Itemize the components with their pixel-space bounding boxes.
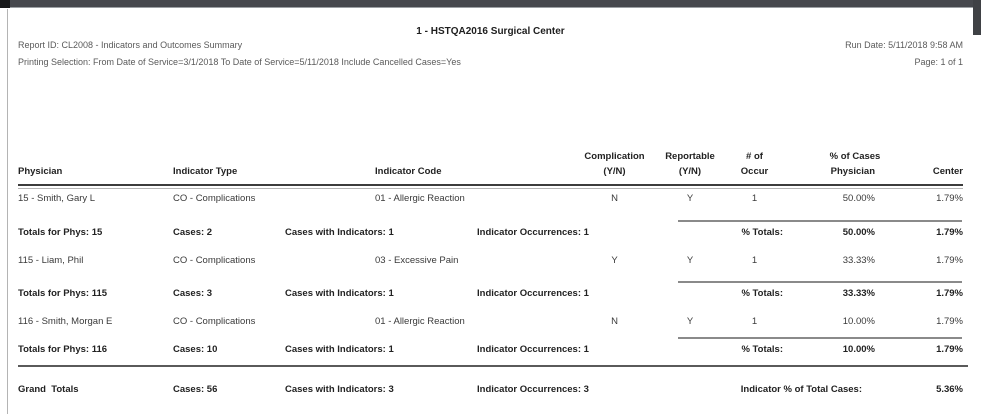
pct-center-cell: 1.79%: [936, 316, 963, 327]
reportable-cell: Y: [686, 255, 694, 266]
col-pct-center: Center: [932, 166, 963, 177]
grand-totals-rule: [18, 365, 968, 367]
detail-row: 116 - Smith, Morgan E CO - Complications…: [0, 316, 981, 329]
totals-pct-physician: 33.33%: [842, 288, 875, 299]
col-physician: Physician: [18, 166, 63, 177]
run-date: Run Date: 5/11/2018 9:58 AM: [845, 40, 963, 50]
col-occur-line1: # of: [746, 151, 763, 162]
pct-center-cell: 1.79%: [936, 255, 963, 266]
reportable-cell: Y: [686, 316, 694, 327]
totals-row: Totals for Phys: 115 Cases: 3 Cases with…: [0, 288, 981, 301]
totals-row: Totals for Phys: 116 Cases: 10 Cases wit…: [0, 344, 981, 357]
totals-cases-with-indicators: Cases with Indicators: 1: [285, 344, 394, 355]
col-complication-line2: (Y/N): [603, 166, 626, 177]
grand-totals-pct-value: 5.36%: [936, 384, 963, 395]
report-id: Report ID: CL2008 - Indicators and Outco…: [18, 40, 243, 50]
totals-cases: Cases: 2: [173, 227, 213, 238]
indicator-code-cell: 01 - Allergic Reaction: [375, 193, 465, 204]
totals-indicator-occurrences: Indicator Occurrences: 1: [477, 288, 589, 299]
pct-physician-cell: 33.33%: [842, 255, 875, 266]
grand-totals-cases-with-indicators: Cases with Indicators: 3: [285, 384, 394, 395]
totals-pct-physician: 10.00%: [842, 344, 875, 355]
physician-cell: 115 - Liam, Phil: [18, 255, 84, 266]
physician-cell: 15 - Smith, Gary L: [18, 193, 96, 204]
indicator-code-cell: 03 - Excessive Pain: [375, 255, 459, 266]
report-title: 1 - HSTQA2016 Surgical Center: [416, 26, 565, 37]
table-header-row-2: Physician Indicator Type Indicator Code …: [0, 166, 981, 179]
physician-cell: 116 - Smith, Morgan E: [18, 316, 113, 327]
totals-indicator-occurrences: Indicator Occurrences: 1: [477, 344, 589, 355]
header-rule-light: [18, 188, 963, 189]
totals-cases-with-indicators: Cases with Indicators: 1: [285, 227, 394, 238]
indicator-code-cell: 01 - Allergic Reaction: [375, 316, 465, 327]
totals-cases: Cases: 3: [173, 288, 213, 299]
window-top-bar: [0, 0, 981, 8]
pct-physician-cell: 50.00%: [842, 193, 875, 204]
header-rule-dark: [18, 184, 963, 186]
col-pct-of-cases-group: % of Cases: [829, 151, 881, 162]
page-number: Page: 1 of 1: [914, 57, 963, 67]
window-right-edge: [973, 0, 981, 35]
totals-label: Totals for Phys: 115: [18, 288, 108, 299]
totals-separator-line: [678, 220, 962, 222]
totals-separator-line: [678, 337, 962, 339]
col-complication-line1: Complication: [584, 151, 645, 162]
complication-cell: Y: [611, 255, 618, 266]
complication-cell: N: [611, 193, 618, 204]
totals-label: Totals for Phys: 15: [18, 227, 103, 238]
totals-row: Totals for Phys: 15 Cases: 2 Cases with …: [0, 227, 981, 240]
totals-indicator-occurrences: Indicator Occurrences: 1: [477, 227, 589, 238]
totals-pct-center: 1.79%: [936, 227, 963, 238]
totals-pct-center: 1.79%: [936, 288, 963, 299]
detail-row: 115 - Liam, Phil CO - Complications 03 -…: [0, 255, 981, 268]
complication-cell: N: [611, 316, 618, 327]
printing-selection: Printing Selection: From Date of Service…: [18, 57, 461, 67]
totals-pct-physician: 50.00%: [842, 227, 875, 238]
col-reportable-line2: (Y/N): [678, 166, 702, 177]
indicator-type-cell: CO - Complications: [173, 255, 256, 266]
grand-totals-label: Grand Totals: [18, 384, 79, 395]
indicator-type-cell: CO - Complications: [173, 316, 256, 327]
col-occur-line2: Occur: [740, 166, 769, 177]
grand-totals-pct-label: Indicator % of Total Cases:: [740, 384, 862, 395]
totals-pct-label: % Totals:: [741, 344, 783, 355]
detail-row: 15 - Smith, Gary L CO - Complications 01…: [0, 193, 981, 206]
pct-physician-cell: 10.00%: [842, 316, 875, 327]
col-pct-physician: Physician: [830, 166, 875, 177]
page-left-border: [7, 9, 8, 414]
pct-center-cell: 1.79%: [936, 193, 963, 204]
totals-pct-center: 1.79%: [936, 344, 963, 355]
col-indicator-code: Indicator Code: [375, 166, 442, 177]
reportable-cell: Y: [686, 193, 694, 204]
occur-cell: 1: [751, 255, 758, 266]
totals-pct-label: % Totals:: [741, 227, 783, 238]
totals-separator-line: [678, 281, 962, 283]
totals-label: Totals for Phys: 116: [18, 344, 108, 355]
col-reportable-line1: Reportable: [665, 151, 715, 162]
col-indicator-type: Indicator Type: [173, 166, 238, 177]
grand-totals-row: Grand Totals Cases: 56 Cases with Indica…: [0, 384, 981, 397]
table-header-row-1: Complication Reportable # of % of Cases: [0, 151, 981, 164]
grand-totals-indicator-occurrences: Indicator Occurrences: 3: [477, 384, 589, 395]
totals-pct-label: % Totals:: [741, 288, 783, 299]
totals-cases: Cases: 10: [173, 344, 218, 355]
grand-totals-cases: Cases: 56: [173, 384, 218, 395]
occur-cell: 1: [751, 193, 758, 204]
occur-cell: 1: [751, 316, 758, 327]
indicator-type-cell: CO - Complications: [173, 193, 256, 204]
totals-cases-with-indicators: Cases with Indicators: 1: [285, 288, 394, 299]
top-bar-dark-segment: [0, 0, 10, 8]
